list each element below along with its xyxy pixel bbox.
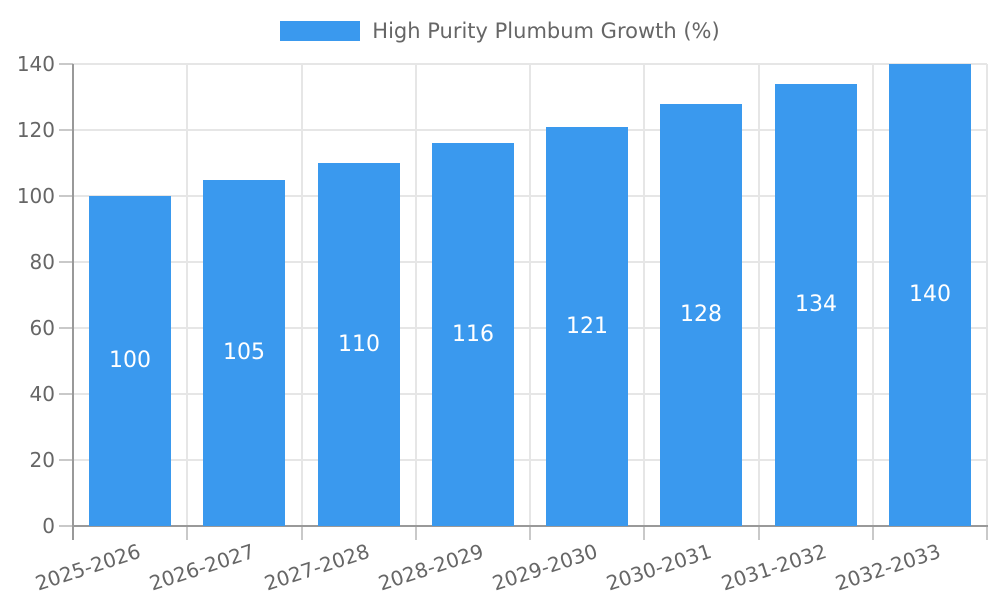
v-gridline — [529, 64, 531, 526]
y-axis-tick-label: 0 — [42, 514, 55, 538]
x-axis-label: 2025-2026 — [32, 539, 144, 596]
bar-value-label: 134 — [795, 292, 837, 317]
x-tick-mark — [301, 526, 303, 540]
y-tick-mark — [59, 393, 73, 395]
chart-legend: High Purity Plumbum Growth (%) — [0, 18, 1000, 44]
legend-swatch — [280, 21, 361, 41]
x-axis-label: 2027-2028 — [260, 539, 373, 596]
bar-value-label: 121 — [566, 314, 608, 339]
bar[interactable] — [89, 196, 171, 526]
y-tick-mark — [59, 327, 73, 329]
x-tick-mark — [643, 526, 645, 540]
bar-value-label: 110 — [338, 332, 380, 357]
x-axis-label: 2028-2029 — [375, 539, 487, 596]
y-axis-tick-label: 100 — [16, 184, 55, 208]
legend-label: High Purity Plumbum Growth (%) — [372, 19, 720, 43]
bar[interactable] — [889, 64, 971, 526]
v-gridline — [415, 64, 417, 526]
y-axis-line — [72, 64, 74, 540]
v-gridline — [301, 64, 303, 526]
x-axis-label: 2029-2030 — [489, 539, 601, 596]
x-axis-line — [72, 525, 988, 527]
y-axis-tick-label: 40 — [29, 382, 55, 406]
x-tick-mark — [529, 526, 531, 540]
bar[interactable] — [432, 143, 514, 526]
y-axis-tick-label: 140 — [16, 52, 55, 76]
y-axis-tick-label: 60 — [29, 316, 55, 340]
legend-item[interactable]: High Purity Plumbum Growth (%) — [280, 18, 720, 44]
bar[interactable] — [546, 127, 628, 526]
y-tick-mark — [59, 63, 73, 65]
bar-value-label: 128 — [680, 302, 722, 327]
x-axis-label: 2026-2027 — [146, 539, 258, 596]
x-tick-mark — [186, 526, 188, 540]
v-gridline — [643, 64, 645, 526]
bar[interactable] — [775, 84, 857, 526]
x-tick-mark — [986, 526, 988, 540]
bar[interactable] — [318, 163, 400, 526]
bar[interactable] — [660, 104, 742, 526]
v-gridline — [986, 64, 988, 526]
v-gridline — [872, 64, 874, 526]
x-axis-label: 2031-2032 — [717, 539, 830, 596]
y-tick-mark — [59, 525, 73, 527]
x-axis-label: 2032-2033 — [832, 539, 944, 596]
bar-value-label: 100 — [109, 348, 151, 373]
bar-value-label: 105 — [223, 340, 265, 365]
x-tick-mark — [872, 526, 874, 540]
v-gridline — [758, 64, 760, 526]
y-axis-tick-label: 80 — [29, 250, 55, 274]
y-axis-tick-label: 120 — [16, 118, 55, 142]
y-tick-mark — [59, 129, 73, 131]
bar-value-label: 140 — [909, 282, 951, 307]
x-tick-mark — [758, 526, 760, 540]
y-tick-mark — [59, 195, 73, 197]
bar-value-label: 116 — [452, 322, 494, 347]
y-tick-mark — [59, 261, 73, 263]
v-gridline — [186, 64, 188, 526]
y-axis-tick-label: 20 — [29, 448, 55, 472]
x-axis-label: 2030-2031 — [603, 539, 715, 596]
bar[interactable] — [203, 180, 285, 526]
y-tick-mark — [59, 459, 73, 461]
x-tick-mark — [415, 526, 417, 540]
